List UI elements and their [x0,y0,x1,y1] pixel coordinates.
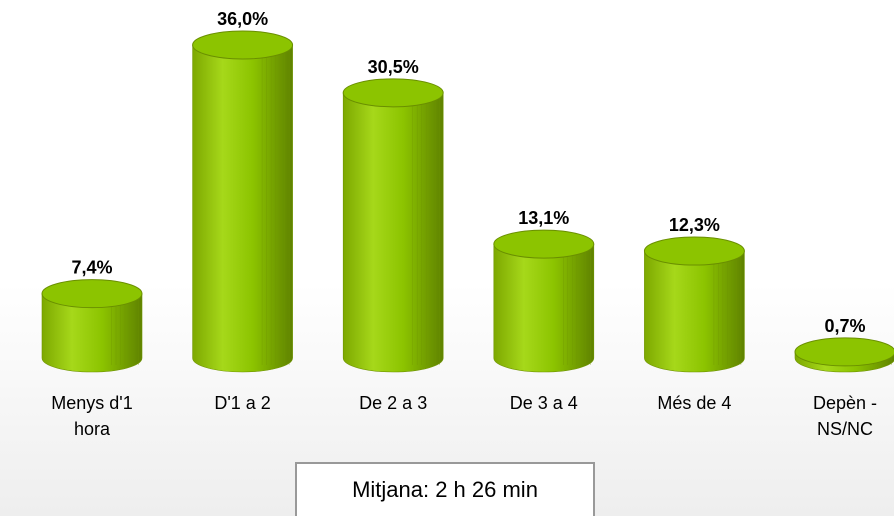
bar-top [493,229,595,259]
x-tick-label: Més de 4 [657,393,732,413]
x-tick-label: De 3 a 4 [509,393,578,413]
x-tick-label: D'1 a 2 [214,393,271,413]
bar [493,243,595,373]
value-label: 12,3% [669,215,720,235]
bar-top [192,30,294,60]
x-tick-label: De 2 a 3 [359,393,428,413]
x-tick-label: Depèn - NS/NC [812,393,878,439]
bar-top [794,337,894,367]
x-tick-label: Menys d'1 hora [51,393,133,439]
value-label: 36,0% [217,9,268,29]
bar-top [342,78,444,108]
value-label: 13,1% [518,208,569,228]
value-label: 30,5% [368,57,419,77]
value-label: 7,4% [71,258,112,278]
annotation: Mitjana: 2 h 26 min [295,462,595,516]
bar [192,44,293,373]
bar [41,293,143,373]
bar-top [643,236,745,266]
value-label: 0,7% [824,316,865,336]
bar [644,250,745,373]
bar-top [41,279,143,309]
bar [342,92,444,373]
